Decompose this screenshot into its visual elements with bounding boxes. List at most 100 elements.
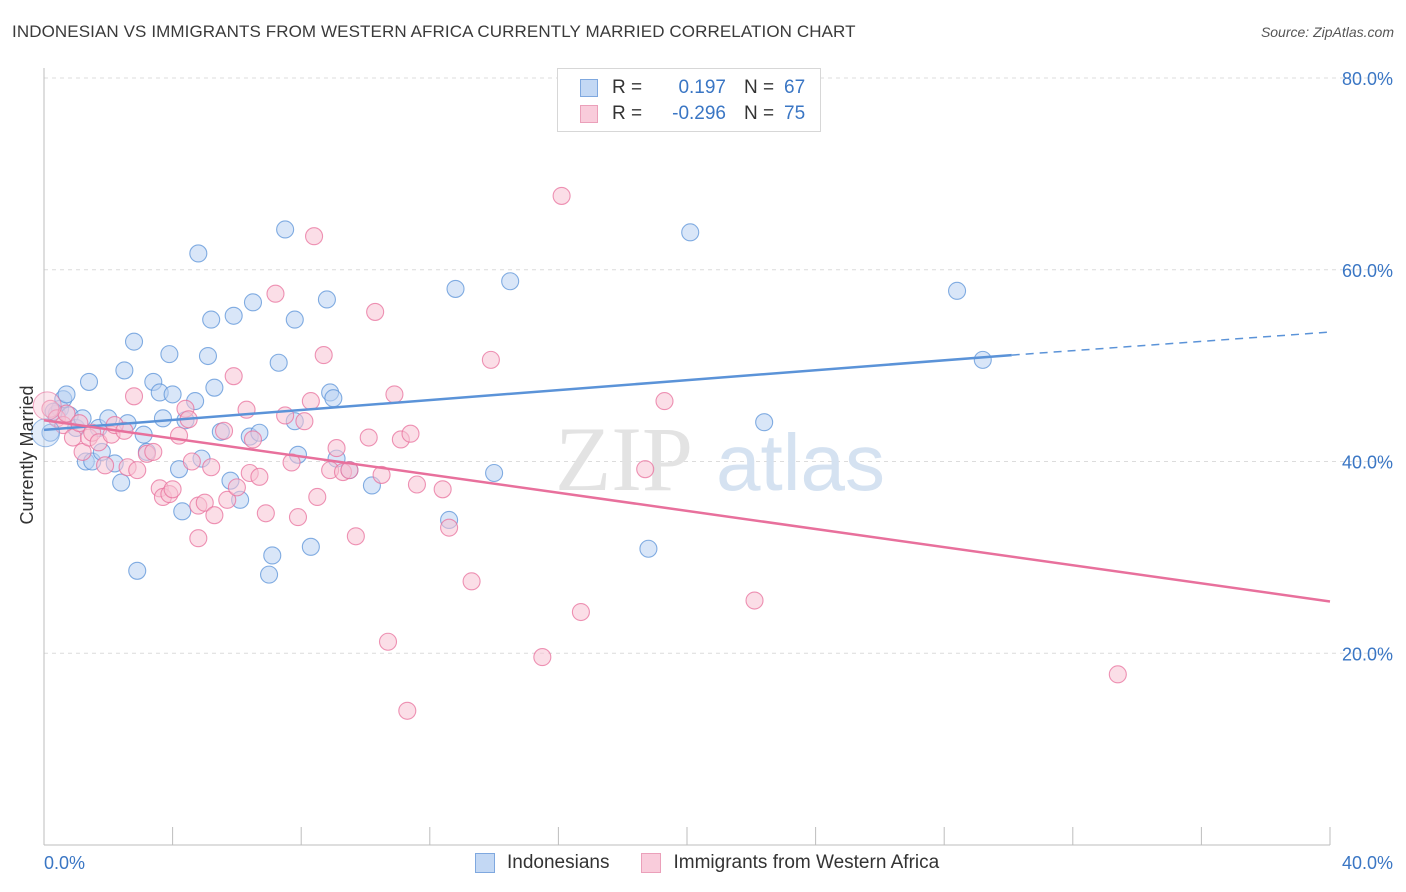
western-africa-point (346, 527, 365, 546)
y-tick-label: 80.0% (1342, 69, 1393, 89)
watermark: ZIP atlas (555, 408, 885, 510)
legend-swatch-blue (475, 853, 495, 873)
western-africa-point (314, 346, 333, 365)
western-africa-point (359, 428, 378, 447)
western-africa-point (533, 648, 552, 667)
n-value: 75 (784, 103, 806, 124)
western-africa-point (462, 572, 481, 591)
indonesians-point (276, 220, 295, 239)
western-africa-point (288, 508, 308, 527)
x-tick-label: 0.0% (44, 853, 85, 873)
western-africa-point (96, 456, 115, 475)
indonesians-trend-line (43, 353, 1012, 432)
indonesians-point (259, 565, 279, 584)
indonesians-point (160, 345, 179, 364)
legend-label: Immigrants from Western Africa (673, 852, 940, 873)
indonesians-point (205, 378, 224, 397)
indonesians-point (948, 281, 967, 300)
western-africa-point (308, 487, 327, 507)
western-africa-point (144, 442, 163, 461)
r-value: 0.197 (678, 77, 726, 98)
western-africa-point (1108, 665, 1127, 684)
western-africa-point (169, 426, 189, 445)
indonesians-point (202, 310, 221, 329)
legend-swatch-pink (641, 853, 662, 873)
legend-row-western-africa: R = -0.296 N = 75 (580, 102, 805, 126)
legend-swatch-pink (580, 105, 598, 123)
indonesians-point (755, 413, 774, 432)
legend-label: Indonesians (507, 852, 610, 873)
indonesians-point (324, 389, 343, 408)
western-africa-point (214, 421, 234, 440)
western-africa-point (227, 478, 246, 497)
indonesians-point (173, 502, 192, 521)
western-africa-point (301, 392, 320, 411)
western-africa-point (163, 480, 182, 499)
western-africa-point (218, 490, 237, 509)
western-africa-point (124, 387, 144, 406)
western-africa-trend-line (43, 419, 1331, 603)
western-africa-point (571, 602, 590, 622)
western-africa-point (401, 424, 420, 443)
r-label: R = (612, 103, 643, 124)
n-label: N = (744, 103, 775, 124)
western-africa-point (385, 385, 404, 404)
western-africa-point (745, 591, 764, 610)
n-label: N = (744, 77, 775, 98)
legend-item-indonesians: Indonesians (475, 852, 609, 874)
indonesians-trend-extension (1011, 331, 1331, 356)
western-africa-point (182, 452, 201, 471)
indonesians-point (198, 346, 218, 366)
indonesians-point (112, 473, 131, 492)
indonesians-point (501, 272, 520, 291)
western-africa-point (57, 404, 76, 423)
western-africa-point (250, 467, 269, 486)
western-africa-point (340, 461, 359, 480)
indonesians-point (485, 463, 504, 483)
x-tick-label: 40.0% (1342, 853, 1393, 873)
western-africa-point (295, 412, 314, 431)
indonesians-point (189, 244, 208, 263)
indonesians-point (124, 332, 144, 351)
indonesians-point (115, 361, 134, 380)
chart-title: INDONESIAN VS IMMIGRANTS FROM WESTERN AF… (12, 22, 856, 41)
western-africa-point (266, 284, 285, 303)
western-africa-point (327, 439, 346, 458)
watermark-atlas: atlas (716, 418, 885, 507)
indonesians-point (79, 372, 99, 391)
western-africa-point (32, 391, 62, 421)
western-africa-point (243, 430, 263, 449)
western-africa-point (205, 506, 224, 525)
western-africa-point (366, 302, 385, 321)
indonesians-point (243, 293, 263, 312)
indonesians-point (128, 561, 147, 580)
indonesians-point (285, 310, 304, 329)
series-legend: Indonesians Immigrants from Western Afri… (475, 852, 971, 874)
r-label: R = (612, 77, 643, 98)
indonesians-point (57, 385, 76, 404)
trend-lines (43, 331, 1331, 603)
indonesians-point (163, 385, 182, 404)
western-africa-point (305, 227, 324, 246)
axes (43, 68, 1331, 846)
western-africa-point (398, 701, 417, 720)
western-africa-point (378, 632, 398, 651)
indonesians-point (153, 409, 173, 428)
western-africa-point (189, 529, 208, 548)
western-africa-point (202, 458, 221, 477)
y-tick-label: 20.0% (1342, 644, 1393, 664)
stats-legend: R = 0.197 N = 67 R = -0.296 N = 75 (557, 68, 821, 132)
y-tick-label: 60.0% (1342, 261, 1393, 281)
western-africa-point (256, 504, 275, 523)
indonesians-point (639, 539, 658, 558)
watermark-zip: ZIP (555, 408, 693, 510)
western-africa-point (655, 392, 674, 411)
indonesians-point (317, 290, 336, 309)
western-africa-point (440, 518, 459, 537)
source-credit: Source: ZipAtlas.com (1260, 24, 1394, 40)
indonesians-point (681, 223, 700, 242)
western-africa-point (636, 460, 655, 479)
indonesians-point (224, 306, 243, 325)
indonesians-point (973, 350, 992, 369)
